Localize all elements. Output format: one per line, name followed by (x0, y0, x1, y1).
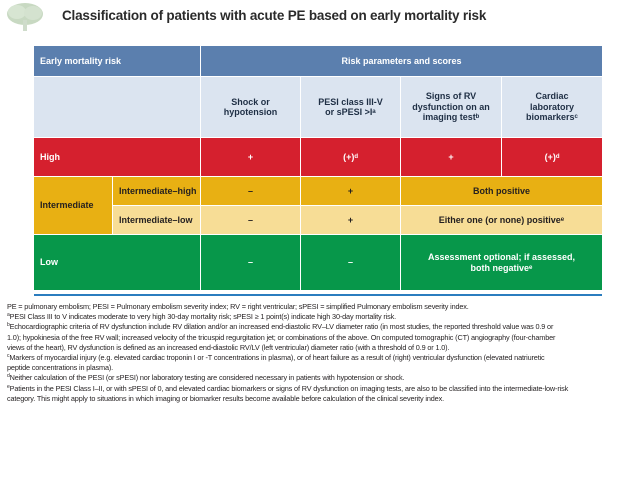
note-b-cont1: 1.0); hypokinesia of the free RV wall; i… (7, 332, 556, 342)
row-intermediate-high-label: Intermediate–high (113, 177, 200, 205)
high-biomarkers: (+)ᵈ (502, 138, 602, 176)
int-high-pesi: + (301, 177, 400, 205)
note-e-cont: category. This might apply to situations… (7, 393, 444, 403)
divider (34, 294, 602, 296)
note-abbreviations: PE = pulmonary embolism; PESI = Pulmonar… (7, 302, 469, 311)
low-assessment-optional: Assessment optional; if assessed, both n… (401, 235, 602, 290)
high-rv: + (401, 138, 501, 176)
row-high-label: High (34, 138, 200, 176)
footnotes: PE = pulmonary embolism; PESI = Pulmonar… (7, 302, 635, 404)
low-assessment-line1: Assessment optional; if assessed, (427, 252, 576, 262)
note-b: bEchocardiographic criteria of RV dysfun… (7, 322, 554, 332)
note-b-cont2: views of the heart), RV dysfunction is d… (7, 342, 450, 352)
note-a: aPESI Class III to V indicates moderate … (7, 312, 397, 322)
note-c-cont: peptide concentrations in plasma). (7, 363, 114, 373)
param-pesi: PESI class III-V or sPESI >Iᵃ (301, 77, 400, 137)
page-title: Classification of patients with acute PE… (62, 8, 487, 23)
int-high-both-positive: Both positive (401, 177, 602, 205)
high-shock: + (201, 138, 300, 176)
risk-table: Early mortality risk Risk parameters and… (34, 46, 602, 290)
int-low-either-positive: Either one (or none) positiveᵉ (401, 206, 602, 234)
int-low-pesi: + (301, 206, 400, 234)
row-intermediate-label: Intermediate (34, 177, 112, 234)
note-d: dNeither calculation of the PESI (or sPE… (7, 373, 405, 383)
subheader-blank (34, 77, 200, 137)
row-intermediate-low-label: Intermediate–low (113, 206, 200, 234)
low-pesi: – (301, 235, 400, 290)
int-low-shock: – (201, 206, 300, 234)
note-e: ePatients in the PESI Class I–II, or wit… (7, 383, 569, 393)
header-risk-parameters: Risk parameters and scores (201, 46, 602, 76)
param-biomarkers: Cardiac laboratory biomarkersᶜ (502, 77, 602, 137)
header-early-mortality-risk: Early mortality risk (34, 46, 200, 76)
int-high-shock: – (201, 177, 300, 205)
high-pesi: (+)ᵈ (301, 138, 400, 176)
tree-logo-icon (7, 3, 43, 31)
row-low-label: Low (34, 235, 200, 290)
low-assessment-line2: both negativeᵉ (470, 262, 533, 273)
low-shock: – (201, 235, 300, 290)
param-rv-dysfunction: Signs of RV dysfunction on an imaging te… (401, 77, 501, 137)
param-shock: Shock or hypotension (201, 77, 300, 137)
note-c: cMarkers of myocardial injury (e.g. elev… (7, 353, 545, 363)
